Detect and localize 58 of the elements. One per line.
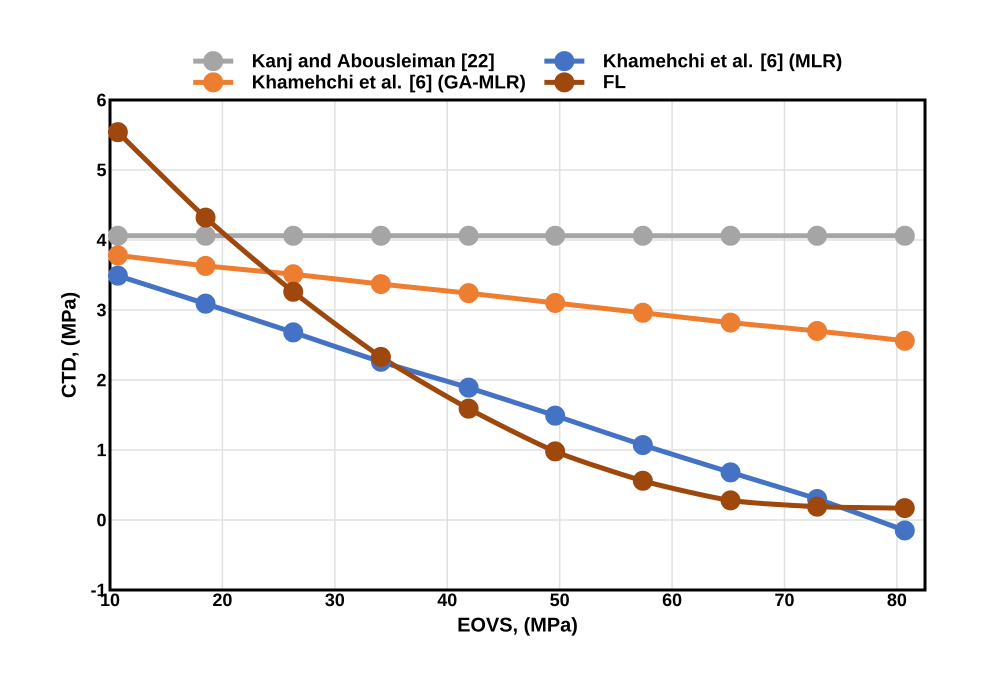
point [458, 283, 479, 304]
point [108, 245, 128, 266]
point [370, 226, 391, 246]
point [283, 282, 304, 302]
point [545, 226, 566, 246]
point [894, 330, 915, 351]
point [894, 520, 915, 540]
point [458, 226, 479, 246]
point [894, 226, 915, 246]
point [720, 226, 741, 246]
point [720, 490, 741, 510]
point [283, 264, 304, 284]
point [458, 398, 479, 419]
y-tick-label: 0 [97, 514, 106, 526]
point [196, 256, 216, 276]
point [108, 266, 128, 286]
point [720, 312, 741, 333]
x-tick-label: 80 [888, 593, 906, 606]
point [632, 226, 653, 246]
y-tick-label: 6 [97, 94, 106, 106]
y-tick-label: 3 [96, 304, 106, 316]
point [632, 470, 653, 491]
x-tick-label: 60 [662, 593, 682, 606]
x-tick-label: 40 [438, 593, 456, 606]
point [545, 441, 566, 462]
point [283, 322, 304, 342]
legend-label: Khamehchi et al. [6] (MLR) [604, 54, 842, 72]
x-tick-label: 50 [550, 593, 569, 606]
point [370, 274, 391, 294]
legend-label: Khamehchi et al. [6] (GA-MLR) [252, 74, 525, 92]
point [545, 406, 566, 426]
y-tick-label: 1 [98, 444, 106, 456]
legend-label: FL [604, 75, 626, 88]
point [807, 226, 828, 246]
point [196, 226, 216, 246]
point [632, 435, 653, 456]
y-tick-label: 2 [97, 374, 106, 386]
point [283, 226, 304, 246]
point [807, 320, 828, 341]
legend-label: Kanj and Abousleiman [22] [252, 54, 494, 72]
x-axis-title: EOVS, (MPa) [458, 617, 577, 636]
point [720, 462, 741, 482]
point [545, 292, 566, 313]
x-tick-label: 70 [775, 593, 794, 606]
point [108, 226, 128, 246]
x-tick-label: 20 [213, 593, 232, 606]
x-tick-label: 30 [325, 593, 344, 606]
point [632, 302, 653, 323]
point [196, 294, 216, 314]
point [807, 496, 828, 517]
point [458, 378, 479, 398]
point [196, 208, 216, 228]
y-axis-title: CTD, (MPa) [61, 292, 80, 398]
point [894, 498, 915, 518]
y-tick-label: 5 [97, 164, 106, 176]
point [370, 346, 391, 367]
y-tick-label: 4 [96, 234, 106, 246]
point [108, 122, 128, 142]
